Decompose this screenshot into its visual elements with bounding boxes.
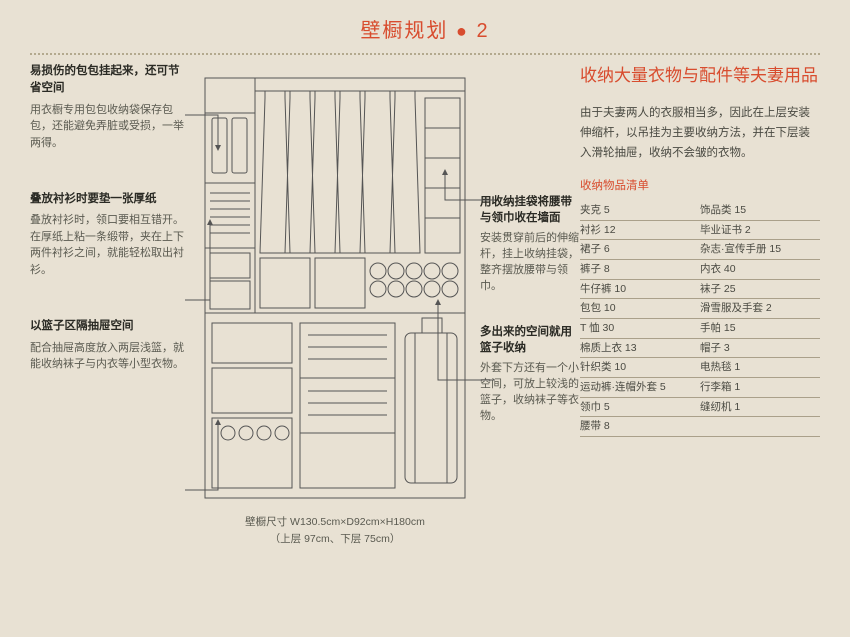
table-cell: 电热毯 1 xyxy=(700,358,820,378)
table-cell: 针织类 10 xyxy=(580,358,700,378)
callout-extra-basket: 多出来的空间就用篮子收纳 外套下方还有一个小空间，可放上较浅的篮子，收纳袜子等衣… xyxy=(480,323,580,423)
divider xyxy=(30,53,820,55)
callout-body: 外套下方还有一个小空间，可放上较浅的篮子，收纳袜子等衣物。 xyxy=(480,359,580,423)
header-dot: ● xyxy=(456,21,469,41)
table-row: 夹克 5饰品类 15 xyxy=(580,201,820,220)
callout-bags: 易损伤的包包挂起来，还可节省空间 用衣橱专用包包收纳袋保存包包，还能避免弄脏或受… xyxy=(30,63,190,151)
table-cell: 裙子 6 xyxy=(580,240,700,260)
callout-title: 易损伤的包包挂起来，还可节省空间 xyxy=(30,63,190,98)
table-cell: 棉质上衣 13 xyxy=(580,338,700,358)
table-row: 棉质上衣 13帽子 3 xyxy=(580,338,820,358)
table-cell: 衬衫 12 xyxy=(580,220,700,240)
callout-body: 叠放衬衫时，领口要相互错开。在厚纸上粘一条缎带，夹在上下两件衬衫之间，就能轻松取… xyxy=(30,212,190,278)
table-cell: 运动裤·连帽外套 5 xyxy=(580,378,700,398)
table-cell: 毕业证书 2 xyxy=(700,220,820,240)
callout-title: 叠放衬衫时要垫一张厚纸 xyxy=(30,191,190,208)
table-cell: 饰品类 15 xyxy=(700,201,820,220)
right-column: 收纳大量衣物与配件等夫妻用品 由于夫妻两人的衣服相当多，因此在上层安装伸缩杆，以… xyxy=(580,63,820,548)
closet-diagram xyxy=(198,73,472,503)
table-row: 裤子 8内衣 40 xyxy=(580,259,820,279)
table-row: 衬衫 12毕业证书 2 xyxy=(580,220,820,240)
table-cell: 缝纫机 1 xyxy=(700,397,820,417)
table-cell: 牛仔裤 10 xyxy=(580,279,700,299)
dim-line2: （上层 97cm、下层 75cm） xyxy=(198,531,472,548)
callout-baskets: 以篮子区隔抽屉空间 配合抽屉高度放入两层浅篮，就能收纳袜子与内衣等小型衣物。 xyxy=(30,318,190,372)
table-row: 裙子 6杂志·宣传手册 15 xyxy=(580,240,820,260)
table-cell: 裤子 8 xyxy=(580,259,700,279)
callout-belts: 用收纳挂袋将腰带与领巾收在墙面 安装贯穿前后的伸缩杆，挂上收纳挂袋，整齐摆放腰带… xyxy=(480,193,580,293)
mid-column: 用收纳挂袋将腰带与领巾收在墙面 安装贯穿前后的伸缩杆，挂上收纳挂袋，整齐摆放腰带… xyxy=(480,63,580,548)
table-row: 领巾 5缝纫机 1 xyxy=(580,397,820,417)
inventory-table: 夹克 5饰品类 15衬衫 12毕业证书 2裙子 6杂志·宣传手册 15裤子 8内… xyxy=(580,201,820,437)
table-row: T 恤 30手帕 15 xyxy=(580,319,820,339)
header-num: 2 xyxy=(476,20,489,42)
content-row: 易损伤的包包挂起来，还可节省空间 用衣橱专用包包收纳袋保存包包，还能避免弄脏或受… xyxy=(0,63,850,548)
table-cell xyxy=(700,417,820,437)
callout-title: 用收纳挂袋将腰带与领巾收在墙面 xyxy=(480,193,580,225)
table-cell: 夹克 5 xyxy=(580,201,700,220)
table-cell: T 恤 30 xyxy=(580,319,700,339)
table-cell: 帽子 3 xyxy=(700,338,820,358)
table-row: 牛仔裤 10袜子 25 xyxy=(580,279,820,299)
table-cell: 内衣 40 xyxy=(700,259,820,279)
table-row: 腰带 8 xyxy=(580,417,820,437)
table-cell: 腰带 8 xyxy=(580,417,700,437)
callout-shirts: 叠放衬衫时要垫一张厚纸 叠放衬衫时，领口要相互错开。在厚纸上粘一条缎带，夹在上下… xyxy=(30,191,190,278)
table-cell: 领巾 5 xyxy=(580,397,700,417)
header-title: 壁橱规划 xyxy=(360,20,448,42)
callout-body: 用衣橱专用包包收纳袋保存包包，还能避免弄脏或受损，一举两得。 xyxy=(30,102,190,152)
table-cell: 手帕 15 xyxy=(700,319,820,339)
page-header: 壁橱规划 ● 2 xyxy=(0,0,850,49)
center-column: 壁橱尺寸 W130.5cm×D92cm×H180cm （上层 97cm、下层 7… xyxy=(190,63,480,548)
intro-text: 由于夫妻两人的衣服相当多，因此在上层安装伸缩杆，以吊挂为主要收纳方法，并在下层装… xyxy=(580,103,820,163)
main-title: 收纳大量衣物与配件等夫妻用品 xyxy=(580,63,820,89)
table-cell: 行李箱 1 xyxy=(700,378,820,398)
left-column: 易损伤的包包挂起来，还可节省空间 用衣橱专用包包收纳袋保存包包，还能避免弄脏或受… xyxy=(30,63,190,548)
table-cell: 滑雪服及手套 2 xyxy=(700,299,820,319)
inventory-header: 收纳物品清单 xyxy=(580,177,820,193)
table-row: 运动裤·连帽外套 5行李箱 1 xyxy=(580,378,820,398)
table-cell: 袜子 25 xyxy=(700,279,820,299)
callout-body: 安装贯穿前后的伸缩杆，挂上收纳挂袋，整齐摆放腰带与领巾。 xyxy=(480,229,580,293)
table-cell: 杂志·宣传手册 15 xyxy=(700,240,820,260)
callout-title: 多出来的空间就用篮子收纳 xyxy=(480,323,580,355)
dim-line1: 壁橱尺寸 W130.5cm×D92cm×H180cm xyxy=(198,514,472,531)
callout-title: 以篮子区隔抽屉空间 xyxy=(30,318,190,335)
table-row: 包包 10滑雪服及手套 2 xyxy=(580,299,820,319)
dimensions: 壁橱尺寸 W130.5cm×D92cm×H180cm （上层 97cm、下层 7… xyxy=(198,514,472,548)
table-cell: 包包 10 xyxy=(580,299,700,319)
callout-body: 配合抽屉高度放入两层浅篮，就能收纳袜子与内衣等小型衣物。 xyxy=(30,340,190,373)
table-row: 针织类 10电热毯 1 xyxy=(580,358,820,378)
